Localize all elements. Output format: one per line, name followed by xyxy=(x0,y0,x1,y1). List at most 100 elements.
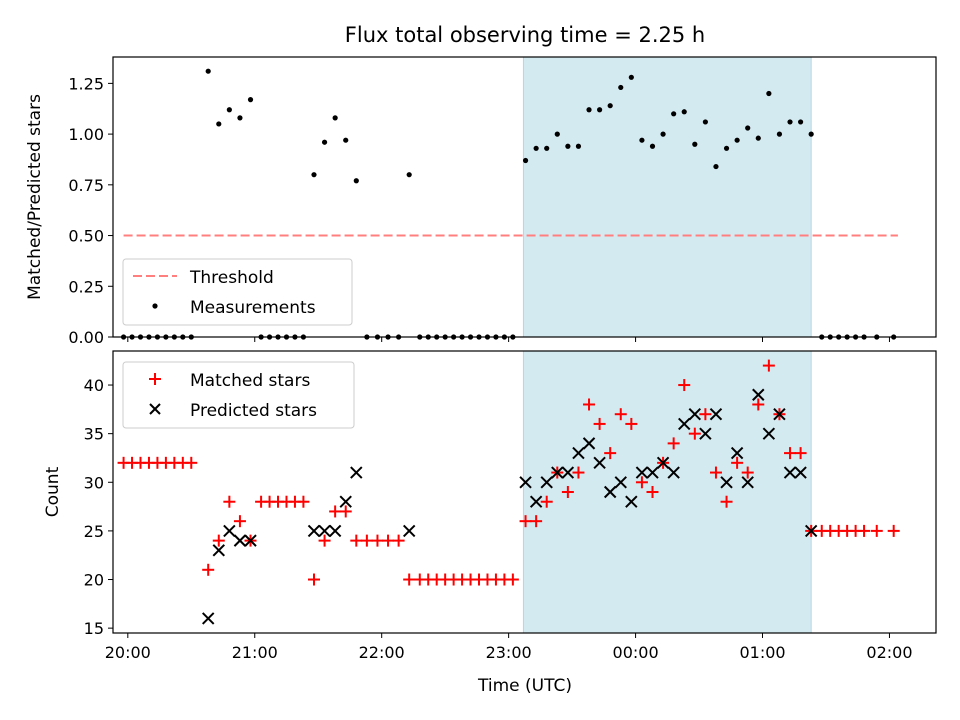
measurements-point xyxy=(575,143,582,149)
matched-stars-point xyxy=(731,456,744,469)
top-highlight-span xyxy=(522,56,812,338)
predicted-stars-point xyxy=(233,534,247,547)
matched-stars-point xyxy=(646,486,659,498)
predicted-stars-point xyxy=(212,544,225,557)
predicted-stars-point xyxy=(350,466,363,479)
x-axis-label: Time (UTC) xyxy=(477,676,572,696)
top-y-axis-label: Matched/Predicted stars xyxy=(25,94,45,300)
matched-stars-point xyxy=(561,486,574,498)
top-y-tick-label: 0.50 xyxy=(68,227,104,246)
panel-bottom: 15 20 25 30 35 40 20:00 21:00 22:00 23:00 00:00 01… xyxy=(43,350,937,696)
matched-stars-point xyxy=(784,447,797,460)
matched-stars-point xyxy=(297,495,310,508)
bottom-y-tick-label: 35 xyxy=(84,425,104,444)
measurements-point xyxy=(808,131,814,137)
x-tick-label: 21:00 xyxy=(232,643,278,662)
measurements-point xyxy=(797,119,804,125)
measurements-point xyxy=(237,115,243,121)
measurements-point xyxy=(205,68,211,74)
x-tick-label: 23:00 xyxy=(486,643,532,662)
matched-stars-point xyxy=(741,466,754,479)
predicted-stars-point xyxy=(804,524,818,538)
matched-stars-point xyxy=(870,524,883,537)
predicted-stars-point xyxy=(519,476,532,489)
measurements-point xyxy=(586,107,592,113)
bottom-series-layer xyxy=(117,359,900,625)
predicted-stars-point xyxy=(699,427,712,440)
predicted-stars-point xyxy=(646,466,659,479)
matched-stars-point xyxy=(887,524,900,537)
top-y-tick-label: 1.00 xyxy=(68,125,104,144)
predicted-stars-point xyxy=(762,427,776,440)
matched-stars-point xyxy=(360,534,373,547)
measurements-point xyxy=(639,137,645,143)
predicted-stars-point xyxy=(614,476,627,489)
matched-stars-point xyxy=(530,515,543,528)
measurements-point xyxy=(755,135,761,141)
matched-stars-point xyxy=(858,524,871,537)
x-tick-label: 02:00 xyxy=(866,643,912,662)
measurements-point xyxy=(343,137,349,143)
x-tick-label: 01:00 xyxy=(739,643,785,662)
measurements-point xyxy=(544,145,550,151)
bottom-x-ticks: 20:00 21:00 22:00 23:00 00:00 01:00 02:00 xyxy=(105,633,913,662)
predicted-stars-point xyxy=(635,466,649,479)
predicted-stars-point xyxy=(773,407,786,421)
matched-stars-point xyxy=(223,495,236,508)
bottom-y-tick-label: 15 xyxy=(84,619,104,638)
measurements-point xyxy=(353,178,359,184)
bottom-y-ticks: 15 20 25 30 35 40 xyxy=(84,376,113,638)
top-axes-frame xyxy=(112,56,937,338)
predicted-stars-point xyxy=(307,524,321,538)
measurements-point xyxy=(660,131,666,137)
matched-stars-point xyxy=(604,447,617,460)
legend-matched-swatch xyxy=(149,373,161,385)
matched-stars-point xyxy=(794,447,807,460)
measurements-point xyxy=(628,74,634,80)
bottom-y-tick-label: 30 xyxy=(84,473,104,492)
bottom-legend-box xyxy=(122,361,355,429)
top-y-tick-label: 0.00 xyxy=(68,328,104,347)
matched-stars-point xyxy=(667,437,680,450)
predicted-stars-point xyxy=(582,437,596,450)
matched-stars-point xyxy=(572,466,585,479)
matched-stars-point xyxy=(329,505,342,518)
measurements-point xyxy=(332,115,338,121)
matched-stars-point xyxy=(392,534,405,547)
matched-stars-point xyxy=(593,417,606,430)
measurements-point xyxy=(597,107,603,113)
predicted-stars-point xyxy=(667,466,680,479)
top-legend-box xyxy=(122,258,353,326)
predicted-stars-point xyxy=(783,466,797,479)
matched-stars-point xyxy=(519,515,532,528)
measurements-point xyxy=(607,103,613,109)
matched-stars-point xyxy=(212,534,225,547)
predicted-stars-point xyxy=(752,388,765,401)
predicted-stars-point xyxy=(593,456,606,470)
x-tick-label: 20:00 xyxy=(105,643,151,662)
matched-stars-point xyxy=(583,398,596,411)
predicted-stars-point xyxy=(678,417,691,431)
predicted-stars-point xyxy=(720,476,733,489)
predicted-stars-point xyxy=(572,446,585,460)
matched-stars-point xyxy=(709,466,722,479)
panel-top: 0.00 0.25 0.50 0.75 1.00 1.25 Matched/Predict… xyxy=(25,56,937,347)
measurements-point xyxy=(681,109,687,115)
predicted-stars-point xyxy=(688,407,702,421)
matched-stars-point xyxy=(688,427,701,440)
measurements-point xyxy=(734,137,740,143)
bottom-axes-frame xyxy=(112,350,937,634)
matched-stars-point xyxy=(202,563,215,576)
predicted-stars-point xyxy=(709,407,723,421)
top-y-tick-label: 0.75 xyxy=(68,176,104,195)
matched-stars-point xyxy=(403,573,416,586)
measurements-point xyxy=(776,131,783,137)
predicted-stars-point xyxy=(339,495,352,508)
measurements-point xyxy=(406,172,412,178)
bottom-legend: Matched stars Predicted stars xyxy=(122,361,355,429)
measurements-point xyxy=(702,119,708,125)
bottom-y-tick-label: 20 xyxy=(84,571,104,590)
predicted-stars-point xyxy=(318,524,331,538)
predicted-stars-point xyxy=(529,495,543,508)
measurements-point xyxy=(321,139,328,145)
